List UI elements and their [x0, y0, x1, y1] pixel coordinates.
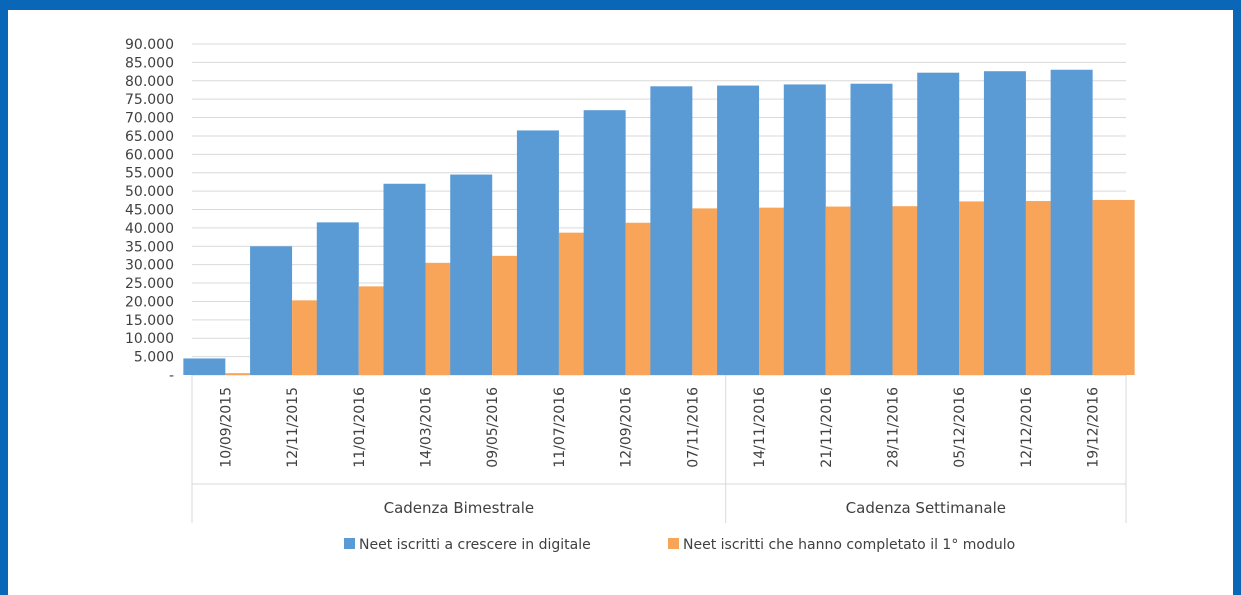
y-tick-label: 75.000: [125, 92, 174, 108]
bar-iscritti: [917, 72, 960, 375]
y-tick-label: 5.000: [134, 350, 174, 366]
bars: [183, 69, 1135, 376]
bar-iscritti: [516, 130, 559, 375]
x-tick-label: 21/11/2016: [819, 387, 835, 468]
chart-panel: - 5.000 10.000 15.000 20.000 25.000 30.000 35.0…: [8, 10, 1233, 595]
y-tick-label: 15.000: [125, 313, 174, 329]
bar-iscritti: [450, 174, 493, 375]
bar-completato: [1092, 199, 1135, 375]
y-tick-label: -: [169, 368, 174, 384]
y-tick-label: 20.000: [125, 294, 174, 310]
x-tick-label: 19/12/2016: [1086, 387, 1102, 468]
bar-iscritti: [183, 358, 226, 375]
y-tick-label: 30.000: [125, 258, 174, 274]
bar-iscritti: [583, 110, 626, 375]
bar-chart: - 5.000 10.000 15.000 20.000 25.000 30.000 35.0…: [125, 37, 1135, 553]
y-tick-label: 50.000: [125, 184, 174, 200]
x-tick-label: 12/12/2016: [1019, 387, 1035, 468]
bar-iscritti: [717, 85, 760, 375]
bar-iscritti: [383, 183, 426, 375]
x-tick-label: 12/09/2016: [619, 387, 635, 468]
legend-swatch: [668, 538, 679, 549]
legend: Neet iscritti a crescere in digitale Neet…: [344, 537, 1015, 553]
group-label: Cadenza Bimestrale: [384, 499, 535, 517]
x-tick-label: 11/07/2016: [552, 387, 568, 468]
y-tick-label: 45.000: [125, 203, 174, 219]
x-tick-label: 09/05/2016: [485, 387, 501, 468]
bar-iscritti: [250, 246, 293, 375]
y-tick-label: 40.000: [125, 221, 174, 237]
x-tick-label: 28/11/2016: [886, 387, 902, 468]
group-label: Cadenza Settimanale: [846, 499, 1006, 517]
y-tick-label: 70.000: [125, 111, 174, 127]
x-tick-label: 12/11/2015: [285, 387, 301, 468]
y-tick-label: 80.000: [125, 74, 174, 90]
bar-iscritti: [316, 222, 359, 375]
y-tick-label: 65.000: [125, 129, 174, 145]
y-tick-label: 10.000: [125, 331, 174, 347]
x-tick-label: 14/11/2016: [752, 387, 768, 468]
x-tick-label: 07/11/2016: [685, 387, 701, 468]
legend-label: Neet iscritti che hanno completato il 1°…: [683, 537, 1015, 553]
x-tick-label: 11/01/2016: [352, 387, 368, 468]
bar-completato: [225, 373, 268, 375]
y-tick-label: 35.000: [125, 239, 174, 255]
x-tick-label: 10/09/2015: [218, 387, 234, 468]
bar-iscritti: [783, 84, 826, 375]
bar-iscritti: [650, 86, 693, 376]
x-tick-label: 14/03/2016: [419, 387, 435, 468]
x-axis: 10/09/2015 12/11/2015 11/01/2016 14/03/2016…: [191, 375, 1127, 523]
y-tick-label: 90.000: [125, 37, 174, 53]
y-tick-label: 25.000: [125, 276, 174, 292]
legend-label: Neet iscritti a crescere in digitale: [359, 537, 591, 553]
bar-iscritti: [850, 83, 893, 375]
x-tick-label: 05/12/2016: [952, 387, 968, 468]
y-tick-label: 85.000: [125, 55, 174, 71]
y-tick-label: 55.000: [125, 166, 174, 182]
bar-iscritti: [1050, 69, 1093, 375]
bar-iscritti: [983, 71, 1026, 375]
y-axis-ticks: - 5.000 10.000 15.000 20.000 25.000 30.000 35.0…: [125, 37, 174, 384]
legend-swatch: [344, 538, 355, 549]
y-tick-label: 60.000: [125, 147, 174, 163]
